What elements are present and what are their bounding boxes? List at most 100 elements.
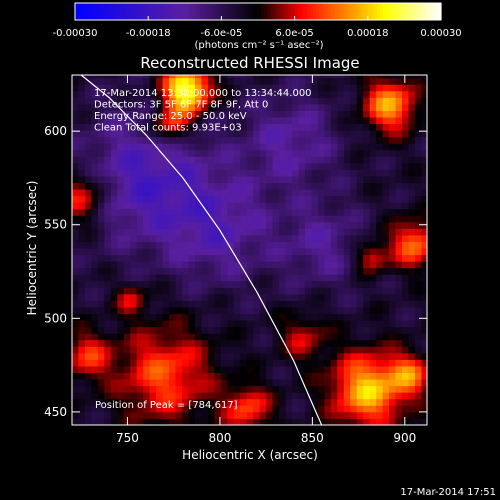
heatmap-cell <box>175 208 183 216</box>
heatmap-cell <box>233 77 241 85</box>
heatmap-cell <box>279 385 286 393</box>
heatmap-cell <box>369 392 377 400</box>
heatmap-cell <box>117 248 125 256</box>
heatmap-cell <box>272 352 280 360</box>
heatmap-cell <box>272 143 280 151</box>
annotation-line: 17-Mar-2014 13:30:00.000 to 13:34:44.000 <box>94 88 312 99</box>
colorbar-tick-label: -0.00030 <box>53 28 98 39</box>
heatmap-cell <box>227 117 235 125</box>
heatmap-cell <box>136 235 144 242</box>
heatmap-cell <box>188 379 196 387</box>
heatmap-cell <box>395 235 403 242</box>
heatmap-cell <box>414 110 422 118</box>
heatmap-cell <box>201 333 209 341</box>
heatmap-cell <box>201 156 209 164</box>
heatmap-cell <box>343 189 351 197</box>
heatmap-cell <box>266 97 274 105</box>
heatmap-cell <box>402 379 409 387</box>
heatmap-cell <box>253 248 261 256</box>
heatmap-cell <box>389 104 396 111</box>
heatmap-cell <box>285 182 293 190</box>
heatmap-cell <box>220 90 228 98</box>
solar-limb-line <box>80 75 323 425</box>
heatmap-cell <box>227 241 235 249</box>
heatmap-cell <box>123 300 131 308</box>
heatmap-cell <box>136 104 144 111</box>
heatmap-cell <box>259 392 267 400</box>
heatmap-cell <box>259 359 267 367</box>
heatmap-cell <box>350 385 358 393</box>
heatmap-cell <box>117 261 125 269</box>
heatmap-cell <box>78 149 86 157</box>
heatmap-cell <box>311 333 319 341</box>
heatmap-cell <box>246 379 254 387</box>
heatmap-cell <box>220 320 228 328</box>
heatmap-cell <box>110 267 118 275</box>
heatmap-cell <box>402 97 409 105</box>
heatmap-cell <box>214 235 222 242</box>
heatmap-cell <box>227 136 235 144</box>
heatmap-cell <box>130 385 138 393</box>
heatmap-cell <box>110 300 118 308</box>
heatmap-cell <box>337 123 345 131</box>
heatmap-cell <box>304 90 312 98</box>
heatmap-cell <box>246 300 254 308</box>
heatmap-cell <box>117 75 125 79</box>
heatmap-cell <box>330 97 338 105</box>
heatmap-cell <box>240 110 248 118</box>
heatmap-cell <box>188 398 196 406</box>
heatmap-cell <box>182 182 189 190</box>
heatmap-cell <box>130 189 138 197</box>
colorbar-segment <box>84 3 88 20</box>
heatmap-cell <box>240 280 248 288</box>
heatmap-cell <box>227 84 235 92</box>
heatmap-cell <box>279 346 286 354</box>
heatmap-cell <box>117 221 125 229</box>
heatmap-cell <box>259 143 267 151</box>
heatmap-cell <box>266 202 274 210</box>
heatmap-cell <box>207 149 215 157</box>
heatmap-cell <box>259 195 267 203</box>
heatmap-cell <box>169 136 176 144</box>
heatmap-cell <box>246 274 254 282</box>
heatmap-cell <box>395 110 403 118</box>
heatmap-cell <box>253 84 261 92</box>
heatmap-cell <box>369 110 377 118</box>
heatmap-cell <box>110 241 118 249</box>
heatmap-cell <box>317 392 325 400</box>
heatmap-cell <box>382 176 390 184</box>
heatmap-cell <box>317 149 325 157</box>
heatmap-cell <box>395 182 403 190</box>
heatmap-cell <box>408 84 416 92</box>
heatmap-cell <box>130 75 138 79</box>
heatmap-cell <box>149 221 157 229</box>
heatmap-cell <box>72 411 79 419</box>
heatmap-cell <box>356 379 364 387</box>
heatmap-cell <box>110 90 118 98</box>
heatmap-cell <box>317 274 325 282</box>
heatmap-cell <box>97 75 105 79</box>
heatmap-cell <box>201 379 209 387</box>
colorbar-segment <box>111 3 116 20</box>
heatmap-cell <box>169 385 176 393</box>
heatmap-cell <box>207 235 215 242</box>
heatmap-cell <box>104 235 112 242</box>
heatmap-cell <box>84 75 92 79</box>
heatmap-cell <box>123 136 131 144</box>
heatmap-cell <box>169 241 176 249</box>
heatmap-cell <box>298 274 306 282</box>
heatmap-cell <box>376 405 384 413</box>
heatmap-cell <box>389 75 396 79</box>
heatmap-cell <box>285 379 293 387</box>
heatmap-cell <box>84 293 92 301</box>
heatmap-cell <box>376 195 384 203</box>
heatmap-cell <box>91 90 99 98</box>
heatmap-cell <box>395 300 403 308</box>
heatmap-cell <box>201 261 209 269</box>
heatmap-cell <box>376 411 384 419</box>
heatmap-cell <box>162 418 170 425</box>
heatmap-cell <box>402 149 409 157</box>
heatmap-cell <box>421 418 427 425</box>
heatmap-cell <box>110 274 118 282</box>
heatmap-cell <box>169 221 176 229</box>
